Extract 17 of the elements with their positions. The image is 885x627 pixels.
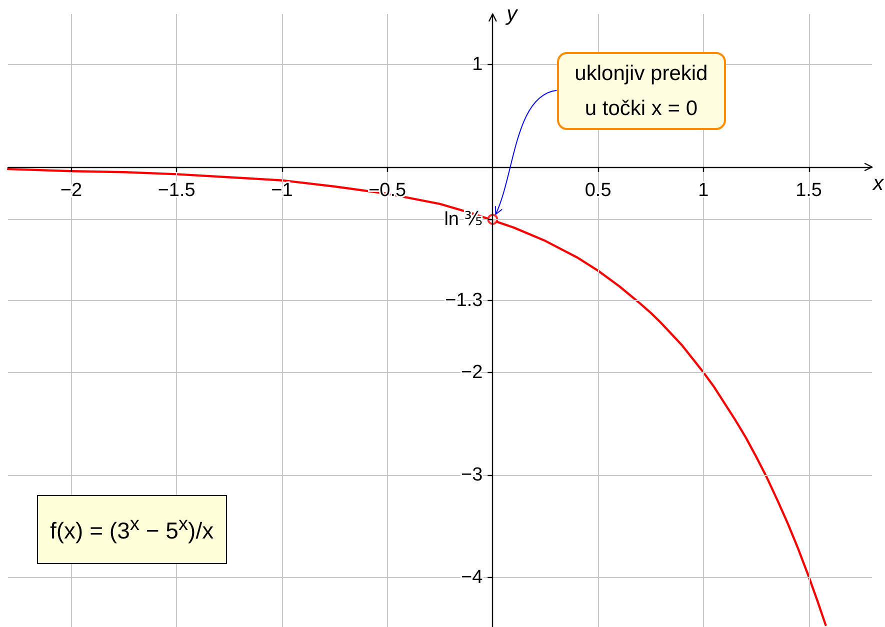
y-tick-label: −3 [461,464,483,486]
x-tick-label: −1 [271,180,293,201]
y-tick-label: −1.3 [445,290,483,311]
x-axis-title: x [872,172,885,195]
annotation: f(x) = (3$^{x}$ − 5$^{x}$)/x [37,495,227,564]
x-tick-label: −1.5 [158,180,196,201]
y-tick-label: −2 [461,362,483,383]
x-tick-label: 1.5 [796,180,822,201]
y-tick-label: 1 [472,54,483,75]
line-series [6,168,827,626]
x-tick-label: −2 [60,180,82,201]
y-tick-label: ln ⅗ [444,208,483,230]
y-tick-label: −4 [461,567,484,588]
x-tick-label: 1 [698,180,709,201]
x-tick-label: 0.5 [584,180,612,201]
y-axis-title: y [504,2,519,26]
annotation: uklonjiv prekid u točki x = 0 [556,52,726,130]
